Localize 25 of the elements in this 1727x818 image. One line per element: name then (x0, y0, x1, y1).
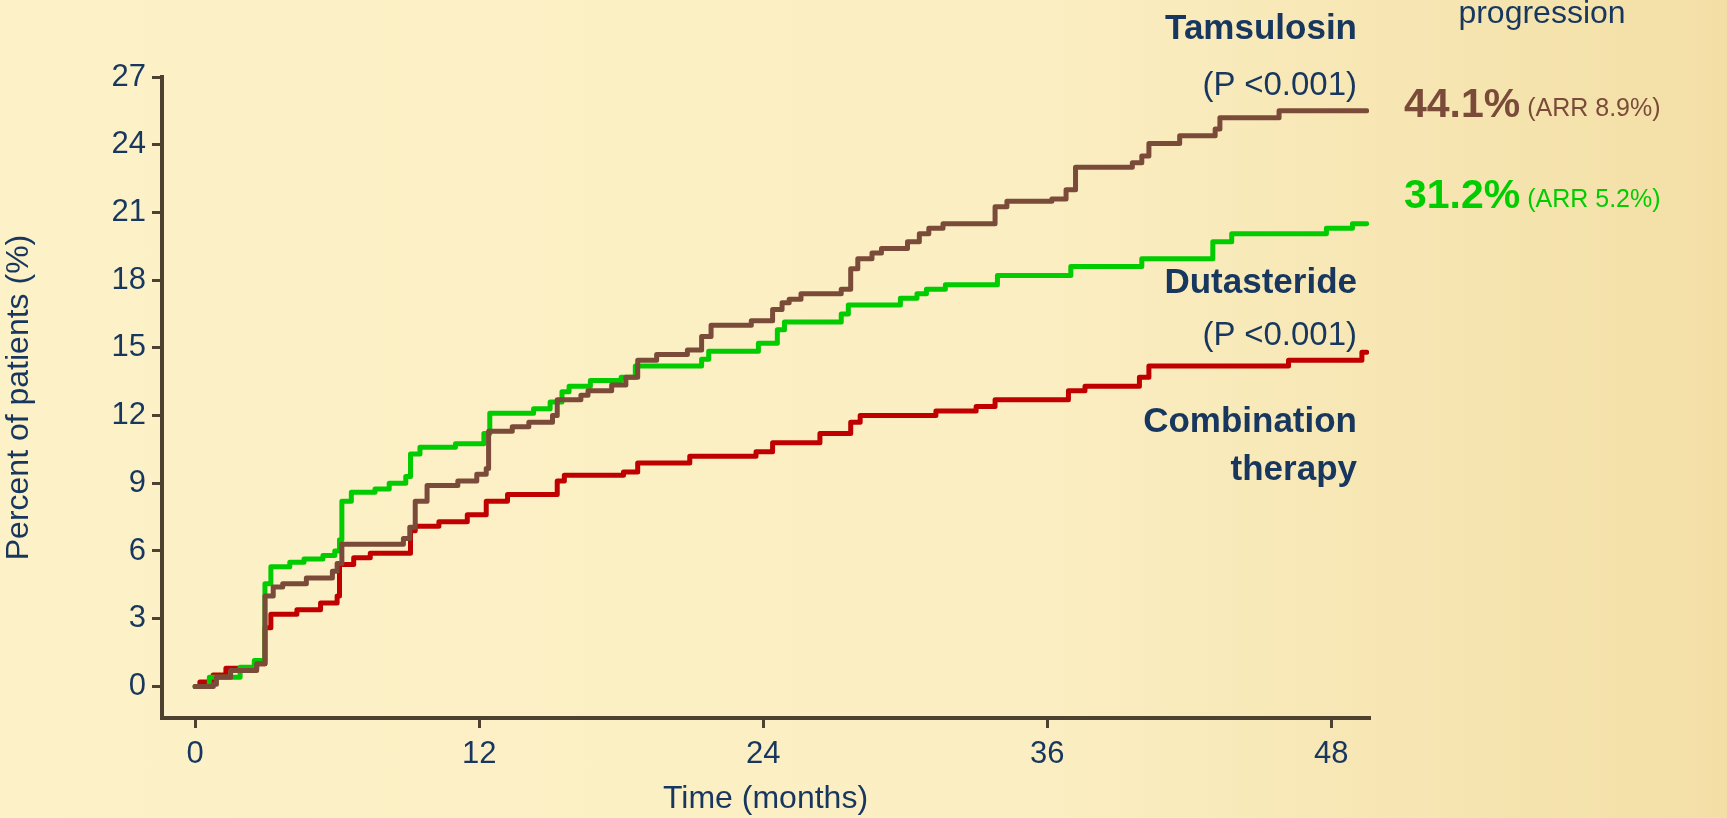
y-tick-label: 6 (128, 531, 146, 567)
series-label: Combination therapy (1143, 400, 1358, 488)
y-tick-label: 24 (111, 125, 146, 161)
annotation: (P <0.001) (1202, 314, 1357, 352)
text: progression (1458, 0, 1626, 30)
x-tick-label: 48 (1313, 735, 1349, 771)
series-label: Dutasteride (1164, 261, 1357, 301)
series-label: Tamsulosin (1165, 6, 1357, 46)
x-tick-label: 12 (461, 735, 497, 771)
y-tick-label: 3 (128, 599, 146, 635)
x-tick-label: 0 (186, 735, 204, 771)
y-tick-label: 27 (111, 57, 146, 93)
x-tick-label: 36 (1029, 735, 1065, 771)
y-tick-label: 21 (111, 192, 146, 228)
x-axis-title: Time (months) (662, 778, 869, 815)
y-tick-label: 0 (128, 666, 146, 702)
text: 31.2% (ARR 5.2%) (1404, 171, 1661, 218)
text: 44.1% (ARR 8.9%) (1404, 80, 1661, 127)
y-tick-label: 12 (111, 396, 146, 432)
annotation: (P <0.001) (1202, 64, 1357, 102)
y-tick-label: 18 (111, 260, 146, 296)
y-tick-label: 15 (111, 328, 146, 364)
y-tick-label: 9 (128, 463, 146, 499)
y-axis-title: Percent of patients (%) (0, 234, 36, 561)
x-tick-label: 24 (745, 735, 781, 771)
